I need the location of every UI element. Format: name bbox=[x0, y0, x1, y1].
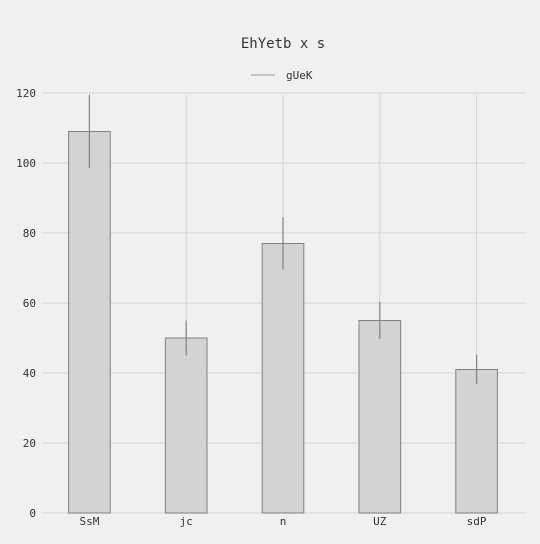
error-bars-layer bbox=[88, 94, 478, 385]
x-axis-ticks: SsM jc n UZ sdP bbox=[79, 515, 486, 528]
x-tick-label: SsM bbox=[79, 515, 99, 528]
bar-UZ bbox=[358, 320, 402, 514]
y-tick-label: 60 bbox=[23, 297, 36, 310]
y-tick-label: 100 bbox=[16, 157, 36, 170]
bar-sdP bbox=[455, 369, 498, 514]
chart-title: EhYetb x s bbox=[241, 36, 325, 52]
x-tick-label: jc bbox=[180, 515, 193, 528]
legend-label: gUeK bbox=[286, 69, 313, 82]
y-tick-label: 80 bbox=[23, 227, 36, 240]
y-tick-label: 120 bbox=[16, 87, 36, 100]
x-tick-label: n bbox=[280, 515, 287, 528]
x-tick-label: UZ bbox=[373, 515, 387, 528]
legend: gUeK bbox=[251, 69, 313, 82]
y-tick-label: 0 bbox=[29, 507, 36, 520]
bar-n bbox=[261, 243, 305, 514]
y-tick-label: 20 bbox=[23, 437, 36, 450]
y-axis-ticks: 0 20 40 60 80 100 120 bbox=[16, 87, 36, 520]
y-tick-label: 40 bbox=[23, 367, 36, 380]
bar-SsM bbox=[68, 131, 111, 514]
x-tick-label: sdP bbox=[467, 515, 487, 528]
bar-jc bbox=[164, 337, 208, 514]
bars-layer bbox=[68, 131, 498, 514]
